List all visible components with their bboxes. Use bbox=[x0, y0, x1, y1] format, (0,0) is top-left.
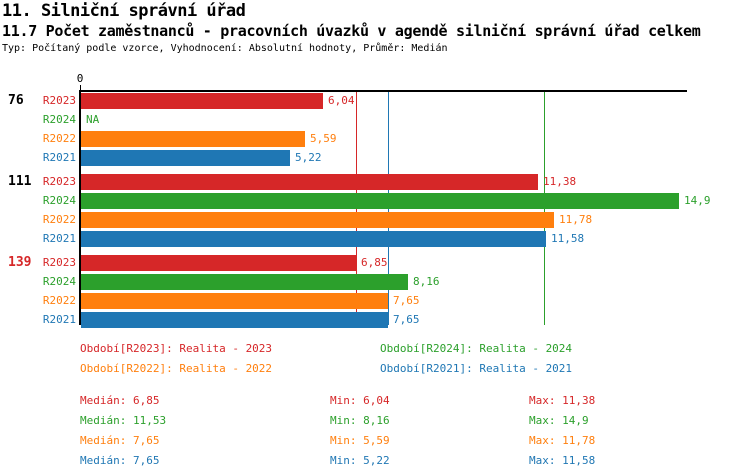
bar-r2022 bbox=[81, 131, 305, 147]
bar-r2024 bbox=[81, 193, 679, 209]
group-label: 76 bbox=[8, 93, 24, 108]
bar-r2024 bbox=[81, 274, 408, 290]
stat-max-r2024: Max: 14,9 bbox=[529, 414, 589, 427]
stat-median-r2024: Medián: 11,53 bbox=[80, 414, 167, 427]
stat-median-r2022: Medián: 7,65 bbox=[80, 434, 160, 447]
row-label-r2022: R2022 bbox=[42, 132, 76, 145]
bar-r2023 bbox=[81, 93, 323, 109]
bar-value-r2022: 11,78 bbox=[559, 213, 593, 226]
legend-item-r2024: Období[R2024]: Realita - 2024 bbox=[380, 342, 573, 355]
bar-value-r2021: 7,65 bbox=[393, 313, 420, 326]
bar-value-r2022: 7,65 bbox=[393, 294, 420, 307]
row-label-r2024: R2024 bbox=[42, 194, 76, 207]
row-label-r2023: R2023 bbox=[42, 175, 76, 188]
stat-median-r2023: Medián: 6,85 bbox=[80, 394, 160, 407]
row-label-r2024: R2024 bbox=[42, 113, 76, 126]
stat-max-r2021: Max: 11,58 bbox=[529, 454, 596, 467]
stat-min-r2024: Min: 8,16 bbox=[330, 414, 390, 427]
row-label-r2021: R2021 bbox=[42, 151, 76, 164]
row-label-r2022: R2022 bbox=[42, 213, 76, 226]
legend-item-r2021: Období[R2021]: Realita - 2021 bbox=[380, 362, 573, 375]
bar-r2021 bbox=[81, 150, 290, 166]
bar-value-r2022: 5,59 bbox=[310, 132, 337, 145]
x-axis-zero-label: 0 bbox=[76, 72, 84, 85]
x-axis-line bbox=[79, 90, 687, 92]
row-label-r2021: R2021 bbox=[42, 232, 76, 245]
bar-value-r2023: 11,38 bbox=[543, 175, 577, 188]
y-axis-line bbox=[79, 90, 81, 325]
row-label-r2021: R2021 bbox=[42, 313, 76, 326]
row-label-r2024: R2024 bbox=[42, 275, 76, 288]
bar-r2023 bbox=[81, 174, 538, 190]
bar-value-r2024: 14,9 bbox=[684, 194, 711, 207]
bar-value-r2023: 6,04 bbox=[328, 94, 355, 107]
stat-min-r2022: Min: 5,59 bbox=[330, 434, 390, 447]
legend-item-r2023: Období[R2023]: Realita - 2023 bbox=[80, 342, 273, 355]
chart-type-line: Typ: Počítaný podle vzorce, Vyhodnocení:… bbox=[2, 43, 448, 54]
bar-r2021 bbox=[81, 312, 388, 328]
stat-median-r2021: Medián: 7,65 bbox=[80, 454, 160, 467]
stat-max-r2022: Max: 11,78 bbox=[529, 434, 596, 447]
bar-value-r2021: 5,22 bbox=[295, 151, 322, 164]
stat-min-r2021: Min: 5,22 bbox=[330, 454, 390, 467]
page-title: 11. Silniční správní úřad bbox=[2, 1, 246, 21]
bar-r2022 bbox=[81, 293, 388, 309]
row-label-r2022: R2022 bbox=[42, 294, 76, 307]
bar-r2023 bbox=[81, 255, 356, 271]
bar-value-r2024: 8,16 bbox=[413, 275, 440, 288]
bar-r2022 bbox=[81, 212, 554, 228]
group-label: 139 bbox=[8, 255, 32, 270]
stat-max-r2023: Max: 11,38 bbox=[529, 394, 596, 407]
legend-item-r2022: Období[R2022]: Realita - 2022 bbox=[80, 362, 273, 375]
bar-value-r2021: 11,58 bbox=[551, 232, 585, 245]
row-label-r2023: R2023 bbox=[42, 94, 76, 107]
stat-min-r2023: Min: 6,04 bbox=[330, 394, 390, 407]
row-label-r2023: R2023 bbox=[42, 256, 76, 269]
group-label: 111 bbox=[8, 174, 32, 189]
chart-title: 11.7 Počet zaměstnanců - pracovních úvaz… bbox=[2, 22, 701, 40]
bar-r2021 bbox=[81, 231, 546, 247]
bar-value-r2023: 6,85 bbox=[361, 256, 388, 269]
bar-value-r2024: NA bbox=[86, 113, 100, 126]
x-axis-tick bbox=[80, 85, 81, 91]
